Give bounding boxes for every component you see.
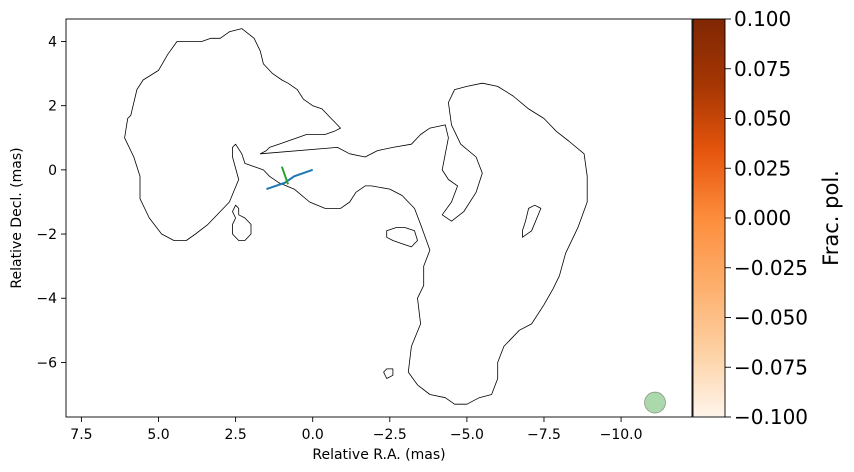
contour-island-right	[522, 204, 542, 238]
x-tick-label: 7.5	[70, 427, 92, 443]
colorbar-gradient	[693, 19, 725, 417]
contour-island-small	[383, 368, 394, 379]
beam-ellipse	[644, 391, 666, 414]
y-axis-label: Relative Decl. (mas)	[9, 147, 25, 288]
y-tick-label: −4	[36, 291, 57, 307]
contour-island-center	[386, 227, 418, 248]
x-tick-label: 5.0	[147, 427, 169, 443]
y-tick-label: 4	[48, 34, 57, 50]
contour-main	[124, 28, 588, 405]
jet-ridge-line	[266, 168, 314, 191]
colorbar-tick-label: −0.100	[734, 405, 808, 429]
y-tick-label: 2	[48, 99, 57, 115]
x-axis-label: Relative R.A. (mas)	[312, 447, 445, 463]
y-tick-label: −2	[36, 227, 57, 243]
plot-area	[65, 18, 693, 418]
evpa-tick	[280, 166, 289, 185]
colorbar-ticks: 0.100 0.075 0.050 0.025 0.000 −0.025 −0.050 −0.…	[725, 7, 808, 429]
colorbar-tick-label: 0.100	[734, 7, 791, 31]
colorbar: 0.100 0.075 0.050 0.025 0.000 −0.025 −0.050 −0.…	[692, 7, 843, 429]
colorbar-tick-label: 0.000	[734, 206, 791, 230]
colorbar-label: Frac. pol.	[819, 170, 843, 266]
x-tick-label: −7.5	[527, 427, 561, 443]
colorbar-tick-label: 0.050	[734, 107, 791, 131]
plot-background	[66, 19, 692, 417]
colorbar-tick-label: 0.075	[734, 57, 791, 81]
plot-frame	[65, 18, 693, 418]
y-axis: 4 2 0 −2 −4 −6	[36, 34, 66, 371]
y-tick-label: −6	[36, 355, 57, 371]
x-tick-label: 0.0	[302, 427, 324, 443]
colorbar-tick-label: −0.025	[734, 256, 808, 280]
overlay-layer	[266, 166, 666, 414]
contour-island-left	[232, 204, 252, 241]
x-tick-label: −10.0	[600, 427, 643, 443]
colorbar-tick-label: −0.050	[734, 306, 808, 330]
x-axis: 7.5 5.0 2.5 0.0 −2.5 −5.0 −7.5 −10.0	[70, 417, 643, 443]
contour-layer	[124, 28, 588, 405]
x-tick-label: −5.0	[450, 427, 484, 443]
colorbar-tick-label: 0.025	[734, 156, 791, 180]
x-tick-label: −2.5	[373, 427, 407, 443]
y-tick-label: 0	[48, 163, 57, 179]
colorbar-tick-label: −0.075	[734, 355, 808, 379]
x-tick-label: 2.5	[224, 427, 246, 443]
